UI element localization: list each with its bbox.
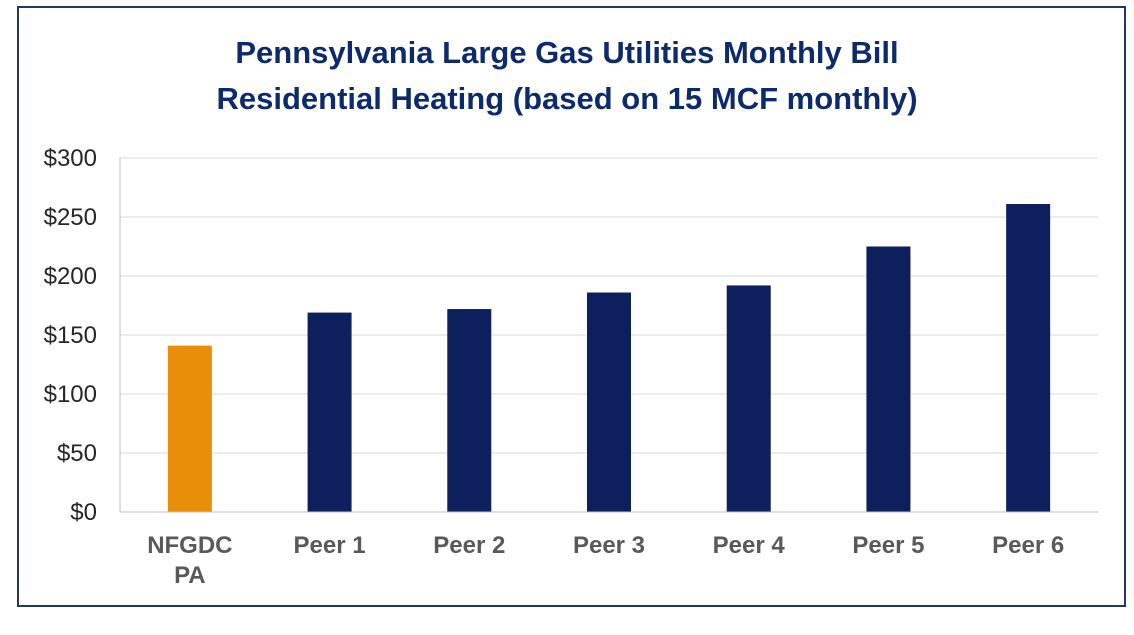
bar: [447, 309, 492, 512]
y-tick-label: $200: [44, 263, 97, 290]
x-tick-label: Peer 5: [852, 532, 924, 559]
y-tick-label: $50: [57, 440, 97, 467]
y-tick-label: $250: [44, 204, 97, 231]
x-tick-label: NFGDC PA: [147, 532, 232, 589]
x-tick-label: Peer 1: [294, 532, 366, 559]
bar: [307, 312, 352, 512]
x-tick-label: Peer 2: [433, 532, 505, 559]
bar: [1006, 204, 1051, 512]
bar: [866, 246, 911, 512]
y-tick-label: $300: [44, 145, 97, 172]
y-tick-label: $0: [70, 499, 97, 526]
bars: [167, 204, 1051, 512]
x-tick-label: Peer 4: [713, 532, 786, 559]
axes: [119, 158, 1098, 513]
x-tick-labels: NFGDC PA Peer 1 Peer 2 Peer 3 Peer 4 Peer 5 Pee…: [147, 532, 1064, 589]
x-tick-label: Peer 3: [573, 532, 645, 559]
y-tick-labels: $0 $50 $100 $150 $200 $250 $300: [44, 145, 97, 526]
bar: [167, 345, 212, 512]
bar: [587, 292, 631, 512]
y-tick-label: $150: [44, 322, 97, 349]
chart-title-line-1: Pennsylvania Large Gas Utilities Monthly…: [235, 35, 899, 70]
bar: [726, 285, 771, 512]
y-tick-label: $100: [44, 381, 97, 408]
chart-title-line-2: Residential Heating (based on 15 MCF mon…: [216, 81, 918, 116]
x-tick-label: Peer 6: [992, 532, 1064, 559]
